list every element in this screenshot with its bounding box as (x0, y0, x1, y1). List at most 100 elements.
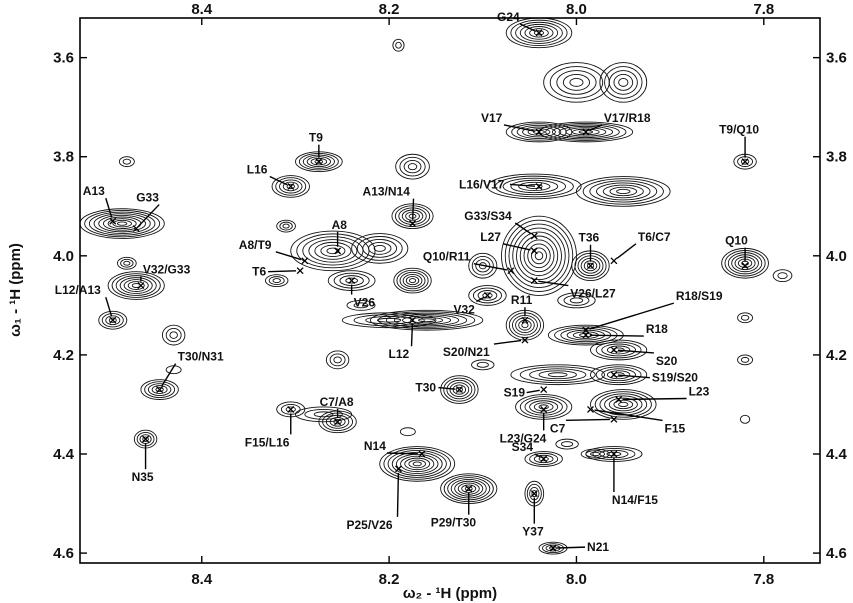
contour-line (543, 62, 610, 103)
peak-label: A13/N14 (363, 185, 411, 199)
contour-line (582, 178, 664, 205)
peak-marker (582, 331, 590, 339)
peak-leader (105, 297, 113, 317)
peak-marker (521, 336, 529, 344)
contour-line (165, 328, 182, 343)
contour-line (395, 453, 439, 474)
contour-line (510, 364, 606, 386)
peak-leader (557, 546, 586, 549)
contour-line (608, 397, 638, 412)
y-tick-label-left: 4.2 (53, 347, 74, 364)
contour-line (606, 345, 631, 355)
peak-marker (535, 128, 543, 136)
contour-line (599, 62, 648, 103)
peak-leader (105, 197, 113, 218)
peak-leader (503, 243, 531, 251)
contour-line (408, 278, 417, 284)
contour-line (606, 451, 622, 457)
peak-label: S19/S20 (652, 371, 698, 385)
contour-line (612, 372, 625, 378)
contour-line (737, 312, 754, 324)
peak-leader (411, 198, 415, 220)
contour-line (590, 389, 657, 420)
peak-label: F15/L16 (245, 435, 290, 449)
contour-line (549, 546, 558, 551)
x-tick-label-top: 7.8 (753, 1, 774, 18)
x-tick-label-bottom: 7.8 (753, 571, 774, 588)
contour-line (272, 278, 281, 284)
contour-line (616, 188, 631, 194)
peak-label: L12 (389, 347, 410, 361)
contour-line (551, 124, 620, 140)
contour-line (740, 158, 750, 165)
peak-label: R18/S19 (676, 289, 723, 303)
contour-line (563, 295, 590, 306)
peak-leader (617, 349, 654, 354)
contour-line (356, 236, 403, 261)
y-tick-label-right: 4.6 (826, 545, 847, 562)
peak-leader (138, 204, 160, 227)
contour-line (391, 451, 443, 476)
contour-line (596, 182, 651, 201)
y-tick-label-left: 4.4 (53, 446, 75, 463)
peak-leader (161, 363, 177, 387)
contour-line (569, 297, 584, 304)
contour-line (345, 277, 358, 284)
contour-line (314, 159, 324, 164)
peak-marker (315, 158, 323, 166)
contour-line (276, 219, 296, 233)
peak-label: S34 (512, 440, 534, 454)
contour-line (527, 128, 551, 136)
contour-line (84, 209, 161, 238)
contour-line (407, 163, 418, 171)
x-tick-label-bottom: 8.2 (379, 571, 400, 588)
contour-line (302, 236, 364, 266)
contour-line (418, 318, 436, 323)
contour-line (351, 233, 409, 264)
contour-line (385, 312, 468, 328)
contour-line (101, 313, 124, 328)
contour-line (772, 269, 793, 283)
peak-leader (589, 124, 603, 131)
peak-marker (610, 450, 618, 458)
contour-line (394, 314, 460, 327)
contour-line (527, 243, 551, 269)
peak-marker (409, 316, 416, 324)
peak-label: T30/N31 (178, 350, 224, 364)
peak-label: V32/G33 (143, 263, 191, 277)
peak-marker (610, 371, 618, 379)
peak-marker (610, 415, 618, 423)
peak-marker-layer (109, 29, 749, 552)
contour-line (569, 77, 584, 87)
contour-line (107, 218, 137, 230)
peak-marker (741, 262, 749, 270)
contour-line (108, 317, 117, 323)
peak-label: A8/T9 (239, 238, 272, 252)
x-tick-label-bottom: 8.0 (566, 571, 587, 588)
contour-line (368, 241, 392, 255)
peak-marker (582, 326, 590, 334)
contour-line (376, 317, 402, 323)
peak-marker (535, 29, 543, 37)
contour-line (400, 455, 435, 473)
contour-line (545, 123, 627, 141)
contour-line (531, 247, 547, 265)
contour-line (122, 158, 132, 165)
contour-line (576, 176, 671, 207)
contour-line (286, 183, 295, 190)
peak-marker (418, 450, 426, 458)
contour-line (275, 177, 307, 196)
peak-marker (582, 128, 590, 136)
contour-line (511, 123, 567, 141)
contour-line (547, 372, 568, 378)
peak-leader (476, 296, 485, 303)
peak-label: T6 (252, 265, 266, 279)
contour-line (601, 368, 636, 382)
peak-label: L27 (480, 230, 501, 244)
contour-line (482, 292, 493, 299)
contour-line (461, 484, 477, 493)
contour-line (362, 239, 398, 258)
contour-line (353, 314, 425, 327)
contour-line (395, 41, 402, 49)
y-tick-label-left: 4.0 (53, 248, 74, 265)
